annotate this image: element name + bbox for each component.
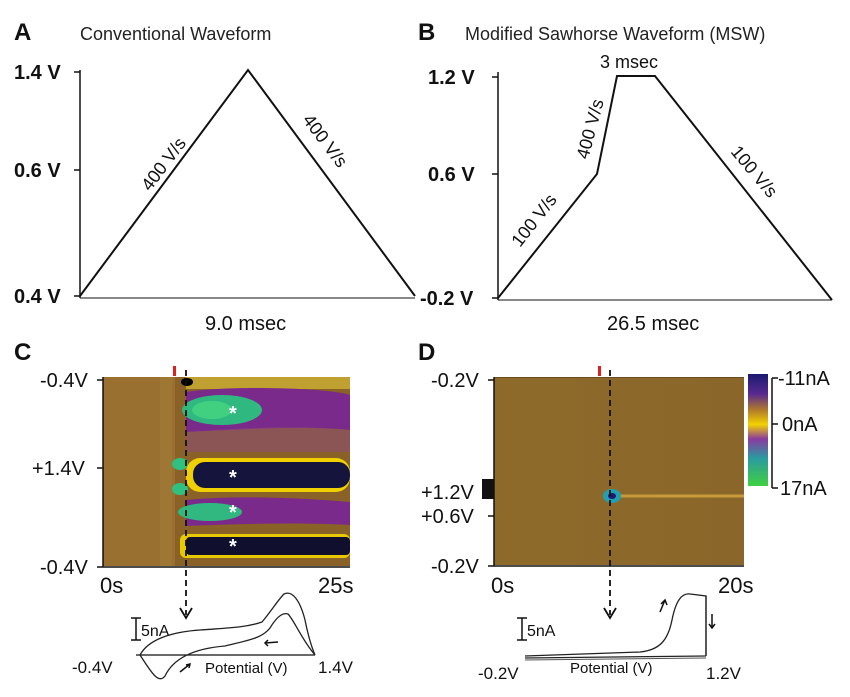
panel-d-y-label-lower: +0.6V <box>421 506 474 528</box>
panel-d-cv-inset: 5nA -0.2V Potential (V) 1.2V <box>478 594 742 683</box>
panel-a-y-label-bottom: 0.4 V <box>14 286 61 308</box>
panel-a-rate-up: 400 V/s <box>137 134 190 195</box>
colorbar-gradient <box>748 374 768 486</box>
panel-a-rate-down: 400 V/s <box>299 110 352 171</box>
panel-b: B Modified Sawhorse Waveform (MSW) 1.2 V… <box>418 19 832 335</box>
panel-d-letter: D <box>418 339 435 366</box>
panel-c-asterisk-1: * <box>229 403 237 425</box>
panel-d-cv-axis: Potential (V) <box>570 660 653 677</box>
panel-a-y-label-top: 1.4 V <box>14 62 61 84</box>
panel-d-scale-label: 5nA <box>527 623 556 640</box>
panel-a-y-label-mid: 0.6 V <box>14 160 61 182</box>
panel-d-y-label-top: -0.2V <box>431 370 479 392</box>
panel-d: D -0.2V +1.2V +0.6V -0.2V 0s 20s 5nA <box>418 339 753 683</box>
panel-d-stim-marker <box>598 366 601 376</box>
panel-c-stim-marker <box>173 366 176 376</box>
panel-b-hold-time: 3 msec <box>600 52 658 72</box>
panel-c-x-end: 25s <box>318 573 353 598</box>
panel-b-rate-1: 100 V/s <box>507 190 560 250</box>
panel-d-hold-marker <box>482 479 494 499</box>
colorbar-label-mid: 0nA <box>782 414 818 436</box>
colorbar-label-bottom: 17nA <box>780 478 827 500</box>
panel-a: A Conventional Waveform 1.4 V 0.6 V 0.4 … <box>14 19 415 335</box>
panel-c-cv-axis: Potential (V) <box>205 660 288 677</box>
panel-b-rate-down: 100 V/s <box>727 142 782 202</box>
panel-c-letter: C <box>14 339 31 366</box>
panel-d-cv-right: 1.2V <box>706 664 742 683</box>
panel-c-y-label-bottom: -0.4V <box>40 557 88 579</box>
panel-b-y-label-bottom: -0.2 V <box>420 288 474 310</box>
panel-c-asterisk-2: * <box>229 467 237 489</box>
panel-c: C <box>14 339 354 679</box>
panel-c-y-label-mid: +1.4V <box>32 458 85 480</box>
panel-a-duration: 9.0 msec <box>205 313 286 335</box>
panel-c-asterisk-4: * <box>229 536 237 558</box>
panel-c-cv-left: -0.4V <box>72 658 113 677</box>
panel-d-y-label-upper: +1.2V <box>421 482 474 504</box>
panel-d-color-plot <box>494 366 744 565</box>
panel-b-letter: B <box>418 19 435 46</box>
panel-a-letter: A <box>14 19 31 46</box>
panel-c-asterisk-3: * <box>229 502 237 524</box>
panel-b-duration: 26.5 msec <box>607 313 699 335</box>
colorbar: -11nA 0nA 17nA <box>748 368 831 500</box>
panel-d-y-label-bottom: -0.2V <box>431 556 479 578</box>
panel-c-color-plot: * * * * <box>103 366 350 566</box>
panel-c-cv-right: 1.4V <box>318 658 354 677</box>
panel-c-y-label-top: -0.4V <box>40 370 88 392</box>
colorbar-label-top: -11nA <box>778 368 831 390</box>
panel-c-x-start: 0s <box>100 573 123 598</box>
panel-d-x-start: 0s <box>491 573 514 598</box>
panel-d-cv-left: -0.2V <box>478 664 519 683</box>
panel-b-title: Modified Sawhorse Waveform (MSW) <box>465 24 765 44</box>
panel-a-title: Conventional Waveform <box>80 24 271 44</box>
panel-d-x-end: 20s <box>718 573 753 598</box>
panel-c-cv-inset: 5nA -0.4V Potential (V) 1.4V <box>72 593 354 679</box>
panel-c-scale-label: 5nA <box>141 623 170 640</box>
panel-a-waveform <box>80 70 415 296</box>
panel-b-y-label-mid: 0.6 V <box>428 164 475 186</box>
panel-b-y-label-top: 1.2 V <box>428 67 475 89</box>
